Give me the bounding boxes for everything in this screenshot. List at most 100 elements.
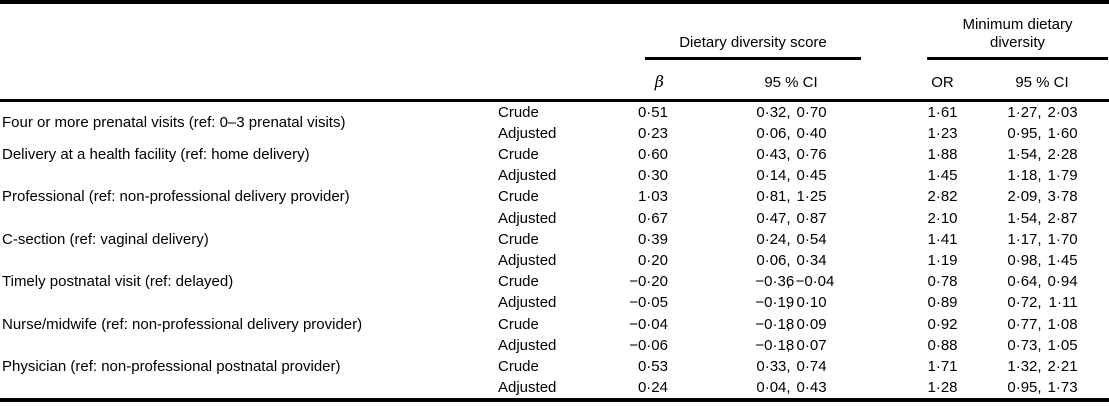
ci-separator: , — [1037, 294, 1042, 312]
model-label: Adjusted — [498, 294, 557, 312]
ci-separator: , — [786, 315, 791, 333]
dds-ci-value: 0·04, 0·43 — [672, 377, 910, 400]
beta-value: 0·51 — [637, 103, 668, 121]
ci-lower: 0·43 — [756, 145, 787, 163]
ci-lower: 0·77 — [1007, 315, 1038, 333]
ci-upper: 0·54 — [796, 230, 827, 248]
or-value: 2·82 — [927, 188, 958, 206]
or-value: 1·41 — [927, 230, 958, 248]
ci-upper: −0·04 — [795, 273, 835, 291]
ci-upper: 1·79 — [1047, 167, 1078, 185]
table-row: Adjusted 0·24 0·04, 0·43 1·28 0·95, 1·73 — [0, 377, 1109, 400]
dds-ci-value: 0·81, 1·25 — [672, 186, 910, 207]
table-row: Delivery at a health facility (ref: home… — [0, 144, 1109, 165]
dds-ci-value: 0·43, 0·76 — [672, 144, 910, 165]
table-row: Professional (ref: non-professional deli… — [0, 186, 1109, 207]
dds-ci-value: 0·06, 0·34 — [672, 250, 910, 271]
table-row: C-section (ref: vaginal delivery) Crude … — [0, 229, 1109, 250]
ci-lower: 0·04 — [756, 379, 787, 397]
ci-separator: , — [786, 357, 791, 375]
ci-upper: 0·74 — [796, 357, 827, 375]
ci-separator: , — [1037, 336, 1042, 354]
mdd-ci-value: 1·54, 2·28 — [975, 144, 1109, 165]
beta-value: 0·20 — [637, 251, 668, 269]
dds-ci-value: 0·33, 0·74 — [672, 356, 910, 377]
ci-separator: , — [786, 294, 791, 312]
table-body: Four or more prenatal visits (ref: 0–3 p… — [0, 100, 1109, 400]
ci-lower: 0·06 — [756, 251, 787, 269]
ci-lower: 1·32 — [1007, 357, 1038, 375]
ci-upper: 2·03 — [1047, 103, 1078, 121]
or-value: 1·71 — [927, 357, 958, 375]
model-label: Adjusted — [498, 209, 557, 227]
table-row: Adjusted 0·30 0·14, 0·45 1·45 1·18, 1·79 — [0, 165, 1109, 186]
or-value: 1·19 — [927, 251, 958, 269]
or-value: 1·23 — [927, 124, 958, 142]
ci-lower: 0·95 — [1007, 124, 1038, 142]
ci-lower: 0·14 — [756, 167, 787, 185]
mdd-ci-value: 1·27, 2·03 — [975, 100, 1109, 123]
ci-lower: −0·19 — [755, 294, 795, 312]
ci-lower: 0·72 — [1007, 294, 1038, 312]
model-label: Crude — [498, 145, 539, 163]
beta-value: 0·67 — [637, 209, 668, 227]
dds-spanner-rule: Dietary diversity score — [645, 34, 861, 60]
ci-lower: 0·47 — [756, 209, 787, 227]
dds-ci-value: 0·24, 0·54 — [672, 229, 910, 250]
beta-value: 0·24 — [637, 379, 668, 397]
ci-separator: , — [786, 103, 791, 121]
ci-separator: , — [786, 167, 791, 185]
ci-lower: 1·17 — [1007, 230, 1038, 248]
ci-lower: 0·95 — [1007, 379, 1038, 397]
ci-upper: 1·70 — [1047, 230, 1078, 248]
or-value: 0·88 — [927, 336, 958, 354]
ci-upper: 0·70 — [796, 103, 827, 121]
dds-ci-value: 0·32, 0·70 — [672, 100, 910, 123]
model-label: Adjusted — [498, 251, 557, 269]
beta-value: −0·06 — [629, 336, 668, 354]
model-label: Adjusted — [498, 124, 557, 142]
dds-ci-value: 0·14, 0·45 — [672, 165, 910, 186]
mdd-spanner-rule: Minimum dietary diversity — [927, 16, 1108, 60]
variable-label: Nurse/midwife (ref: non-professional del… — [2, 315, 363, 333]
ci-separator: , — [1037, 145, 1042, 163]
ci-lower: 1·27 — [1007, 103, 1038, 121]
mdd-ci-value: 0·95, 1·73 — [975, 377, 1109, 400]
ci-separator: , — [1037, 357, 1042, 375]
model-label: Crude — [498, 230, 539, 248]
mdd-ci-value: 0·98, 1·45 — [975, 250, 1109, 271]
model-label: Crude — [498, 273, 539, 291]
ci-upper: 0·87 — [796, 209, 827, 227]
or-value: 1·28 — [927, 379, 958, 397]
ci-lower: 1·54 — [1007, 145, 1038, 163]
model-label: Crude — [498, 103, 539, 121]
or-value: 1·88 — [927, 145, 958, 163]
table-row: Physician (ref: non-professional postnat… — [0, 356, 1109, 377]
ci-separator: , — [1037, 273, 1042, 291]
ci-separator: , — [786, 273, 791, 291]
ci-lower: 0·98 — [1007, 251, 1038, 269]
ci-upper: 0·34 — [796, 251, 827, 269]
ci-separator: , — [1037, 124, 1042, 142]
beta-value: −0·05 — [629, 294, 668, 312]
model-label: Adjusted — [498, 167, 557, 185]
ci-upper: 2·21 — [1047, 357, 1078, 375]
ci-upper: 0·43 — [796, 379, 827, 397]
ci-upper: 1·45 — [1047, 251, 1078, 269]
ci-lower: 0·24 — [756, 230, 787, 248]
model-label: Crude — [498, 188, 539, 206]
mdd-ci-value: 0·73, 1·05 — [975, 335, 1109, 356]
ci-upper: 1·60 — [1047, 124, 1078, 142]
spanner-header-row: Dietary diversity score Minimum dietary … — [0, 2, 1109, 60]
ci-lower: 0·73 — [1007, 336, 1038, 354]
table-row: Adjusted −0·05 −0·19, 0·10 0·89 0·72, 1·11 — [0, 292, 1109, 313]
beta-value: 1·03 — [637, 188, 668, 206]
dds-ci-value: 0·47, 0·87 — [672, 208, 910, 229]
beta-value: −0·04 — [629, 315, 668, 333]
mdd-ci-value: 1·32, 2·21 — [975, 356, 1109, 377]
beta-value: 0·39 — [637, 230, 668, 248]
dds-ci-value: −0·36, −0·04 — [672, 271, 910, 292]
or-value: 0·89 — [927, 294, 958, 312]
ci-upper: 1·73 — [1047, 379, 1078, 397]
mdd-ci-value: 1·18, 1·79 — [975, 165, 1109, 186]
